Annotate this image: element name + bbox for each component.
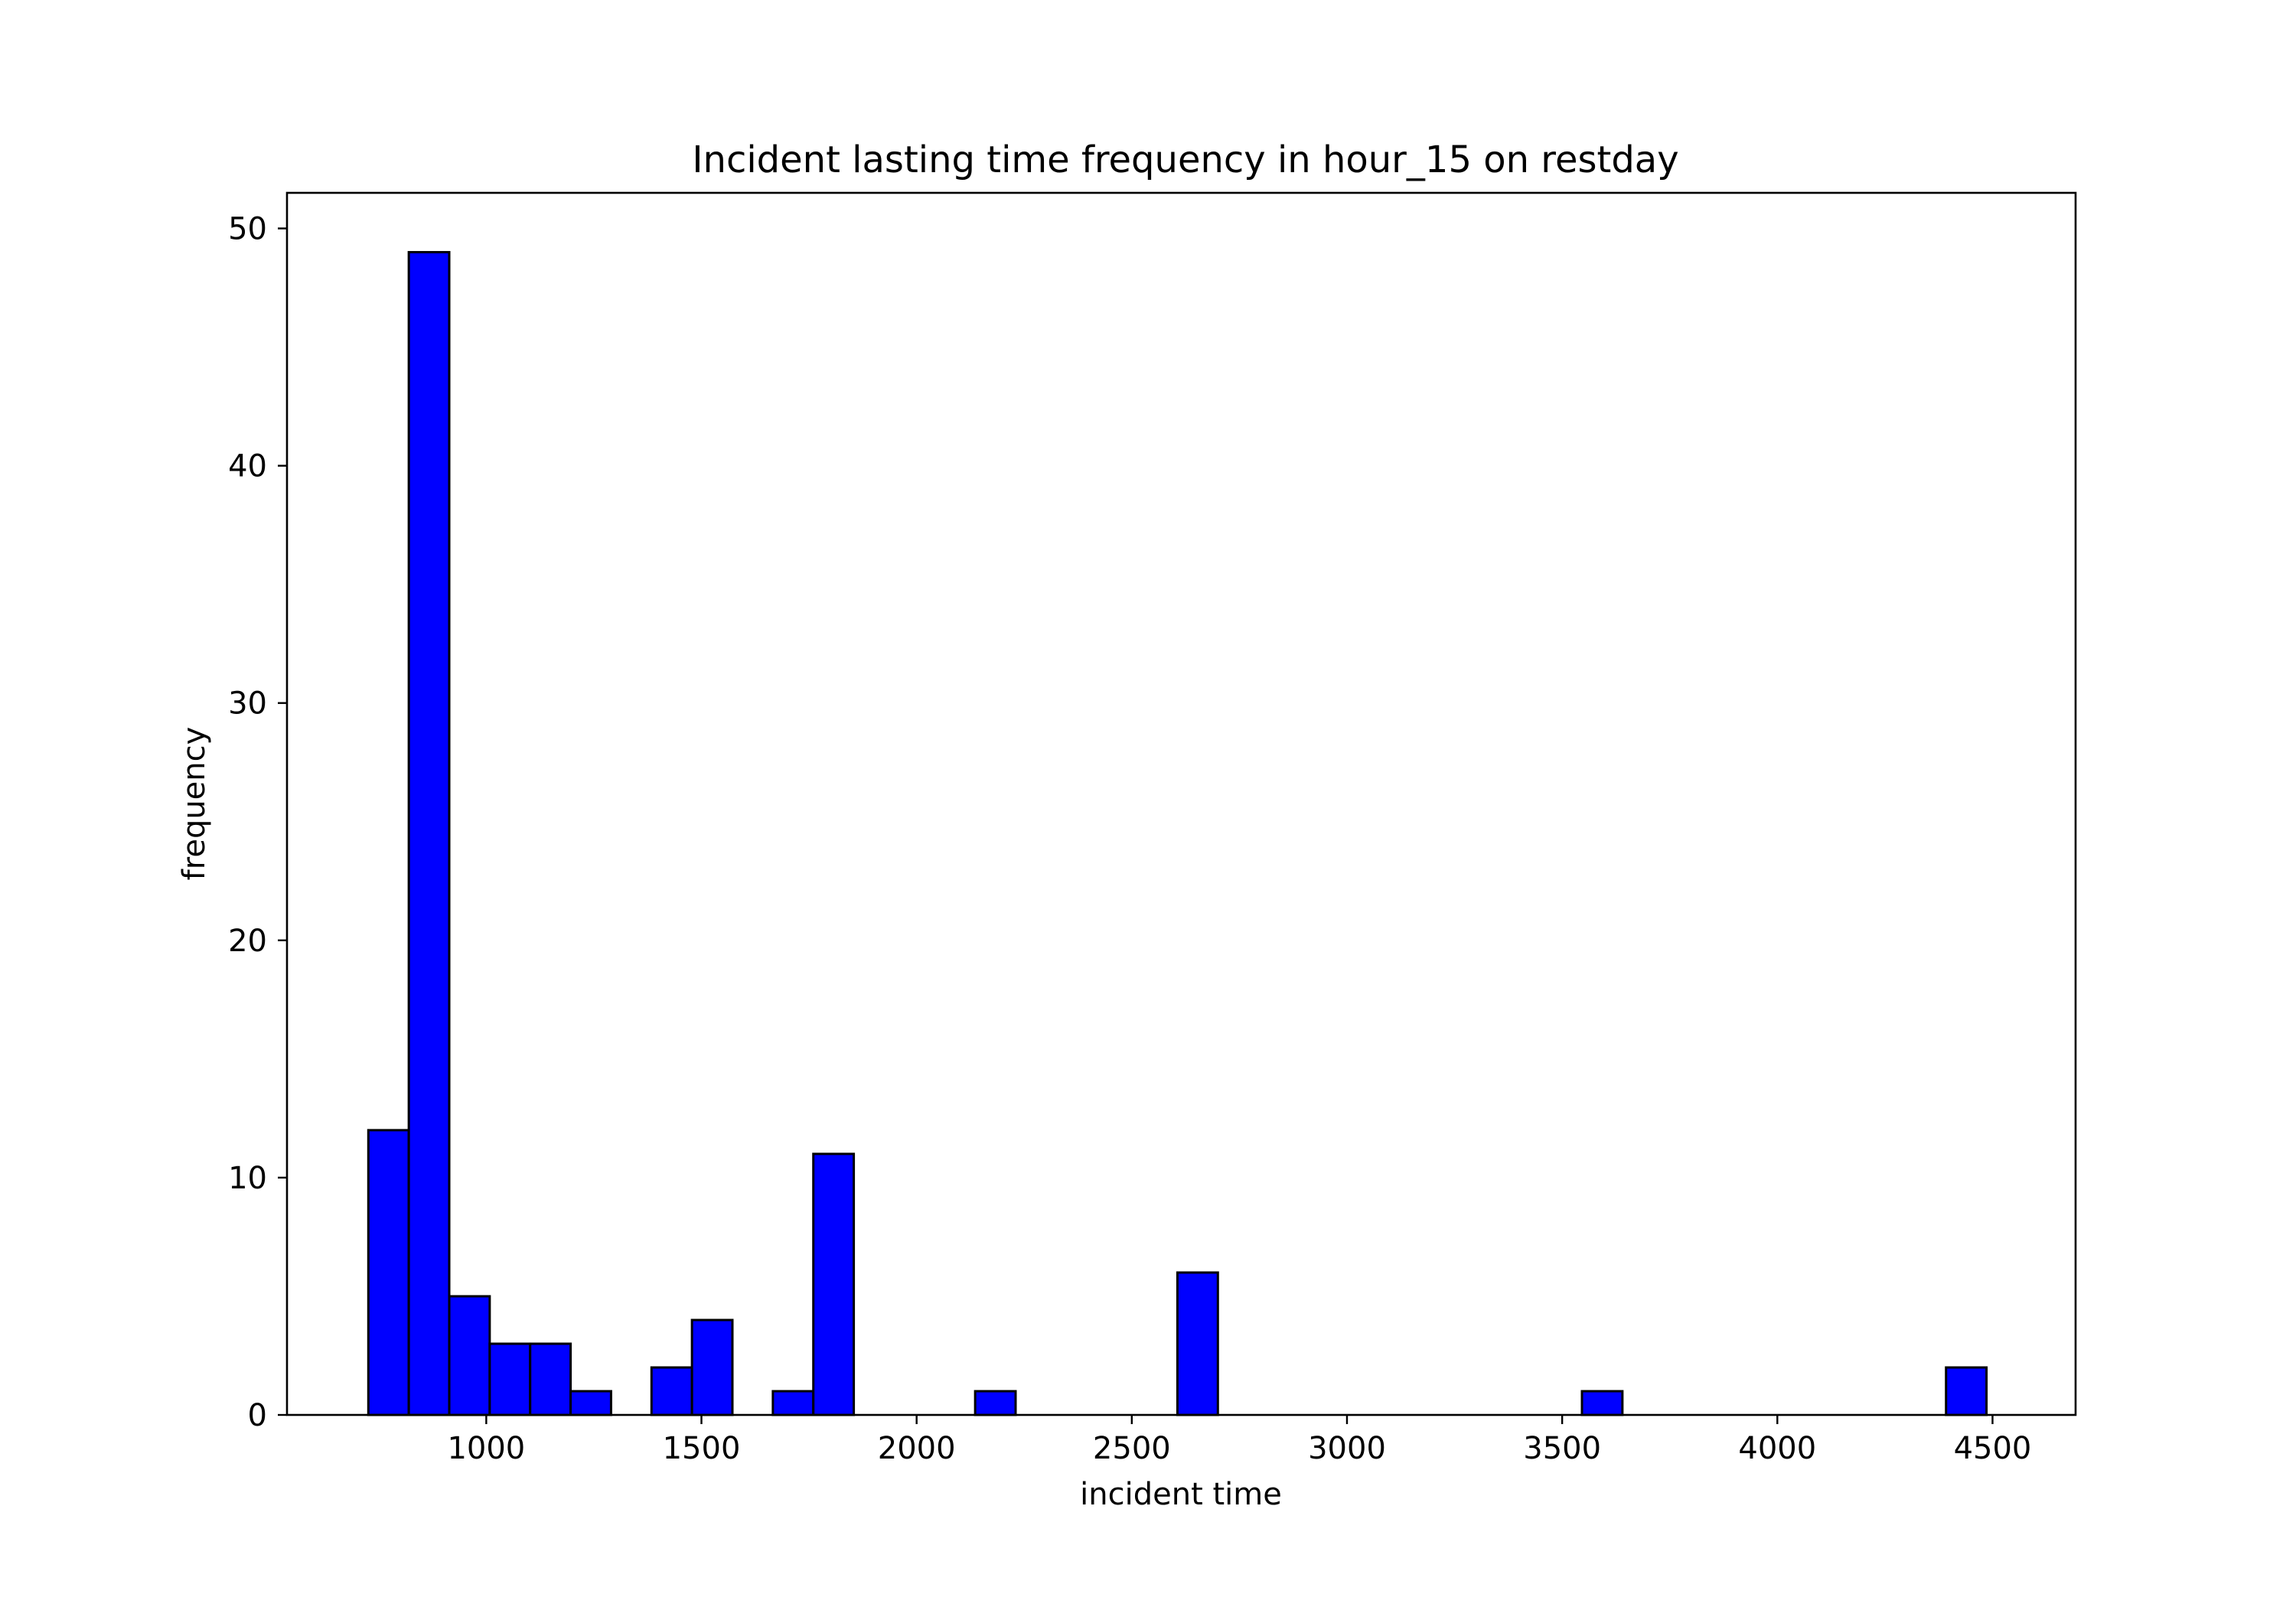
histogram-bar — [974, 1390, 1017, 1416]
histogram-bar — [812, 1152, 856, 1416]
y-tick-label: 20 — [228, 924, 267, 959]
histogram-bar — [690, 1319, 734, 1416]
y-tick-label: 50 — [228, 212, 267, 247]
y-tick-label: 0 — [248, 1398, 267, 1433]
histogram-bar — [1580, 1390, 1624, 1416]
x-tick-label: 1000 — [447, 1431, 525, 1466]
histogram-bar — [367, 1129, 410, 1416]
chart-title: Incident lasting time frequency in hour_… — [692, 139, 1678, 181]
y-axis-label: frequency — [177, 727, 212, 881]
bars-group — [367, 251, 1988, 1416]
histogram-bar — [488, 1342, 532, 1416]
histogram-bar — [529, 1342, 572, 1416]
x-tick-label: 4500 — [1954, 1431, 2032, 1466]
histogram-bar — [650, 1366, 693, 1416]
x-axis: 1000 1500 2000 2500 3000 3500 4000 4500 — [447, 1415, 2031, 1466]
x-tick-label: 2000 — [878, 1431, 956, 1466]
histogram-bar — [1176, 1271, 1219, 1416]
x-tick-label: 4000 — [1738, 1431, 1816, 1466]
histogram-bar — [569, 1390, 612, 1416]
histogram-bar — [771, 1390, 815, 1416]
x-axis-label: incident time — [1080, 1477, 1282, 1512]
x-tick-label: 2500 — [1093, 1431, 1171, 1466]
x-tick-label: 1500 — [663, 1431, 741, 1466]
x-tick-label: 3000 — [1308, 1431, 1386, 1466]
plot-frame — [285, 191, 2077, 1416]
y-tick-label: 30 — [228, 686, 267, 722]
y-tick-label: 10 — [228, 1161, 267, 1196]
histogram-bar — [407, 251, 451, 1416]
histogram-bar — [1945, 1366, 1988, 1416]
y-tick-label: 40 — [228, 449, 267, 484]
histogram-bar — [448, 1295, 491, 1416]
y-axis: 0 10 20 30 40 50 — [228, 212, 287, 1433]
x-tick-label: 3500 — [1523, 1431, 1601, 1466]
